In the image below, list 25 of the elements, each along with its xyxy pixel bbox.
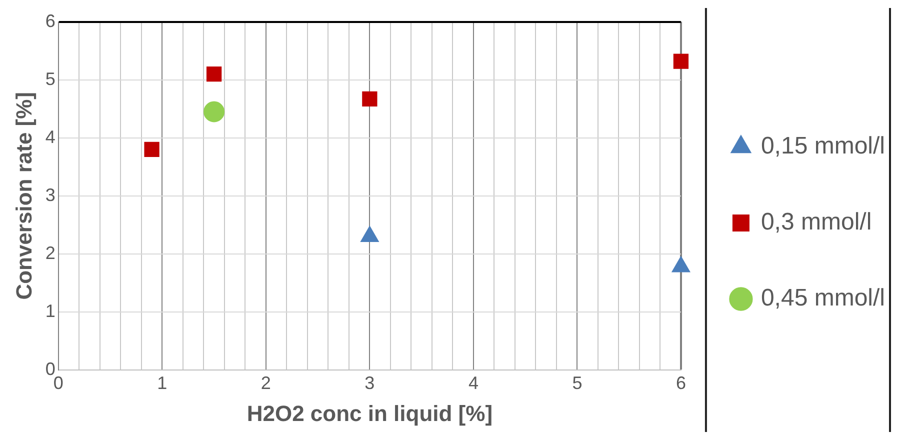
y-tick-label: 5 bbox=[45, 68, 56, 89]
legend-label: 0,15 mmol/l bbox=[760, 132, 886, 160]
point bbox=[673, 54, 689, 69]
x-tick-label: 3 bbox=[364, 372, 375, 393]
x-tick-label: 2 bbox=[260, 372, 271, 393]
x-tick-label: 4 bbox=[468, 372, 478, 393]
point bbox=[360, 226, 379, 242]
y-tick-label: 0 bbox=[45, 358, 56, 379]
y-tick-label: 1 bbox=[45, 300, 56, 321]
point bbox=[204, 101, 225, 122]
point bbox=[144, 142, 160, 158]
y-tick-label: 4 bbox=[45, 126, 56, 147]
legend-label: 0,3 mmol/l bbox=[760, 208, 872, 236]
x-tick-label: 6 bbox=[676, 372, 686, 393]
legend-label: 0,45 mmol/l bbox=[760, 284, 886, 312]
y-axis-title: Conversion rate [%] bbox=[11, 92, 36, 300]
y-tick-label: 3 bbox=[45, 184, 56, 205]
y-tick-label: 6 bbox=[45, 10, 56, 31]
x-tick-label: 1 bbox=[157, 372, 168, 393]
y-tick-label: 2 bbox=[45, 242, 56, 263]
x-tick-label: 5 bbox=[572, 372, 582, 393]
point bbox=[206, 66, 222, 82]
x-axis-title: H2O2 conc in liquid [%] bbox=[246, 400, 493, 426]
point bbox=[672, 256, 690, 272]
point bbox=[362, 91, 378, 107]
